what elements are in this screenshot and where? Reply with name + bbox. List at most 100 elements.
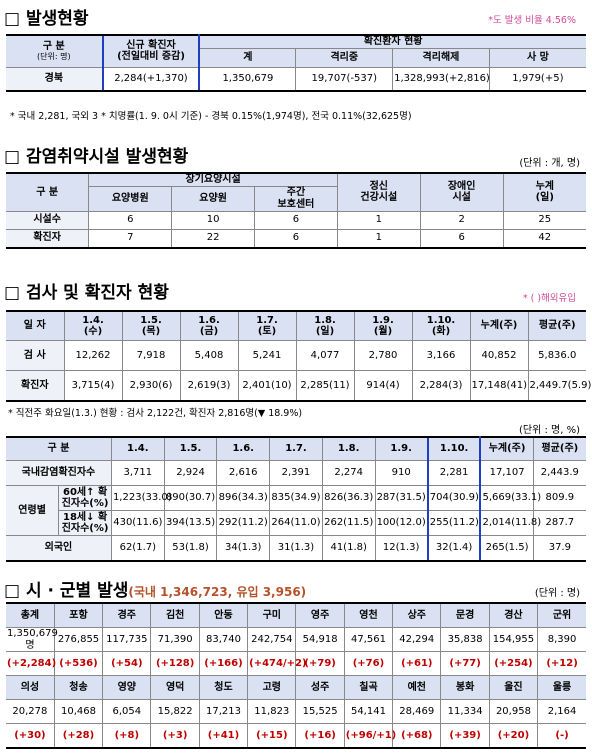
table-cell: (+61)	[392, 651, 442, 676]
cell-text: 18세↓ 확진자수(%)	[61, 511, 109, 535]
table-row: (+30) (+28) (+8) (+3) (+41) (+15) (+16) (+96/+1…	[6, 723, 586, 749]
table-cell: 확진자	[6, 370, 65, 402]
cell-text: 2,443.9	[540, 467, 579, 479]
table-cell: 896(34.3)	[216, 485, 271, 511]
table-cell: (+68)	[392, 723, 442, 749]
section-title: □ 발생현황	[4, 9, 89, 29]
table-cell: 6	[254, 210, 338, 230]
cell-text: 22	[206, 232, 220, 244]
cell-text: 2,401(10)	[242, 379, 292, 391]
table-cell: (+474/+2)	[247, 651, 307, 676]
cell-text: 265(1.5)	[485, 542, 529, 554]
table-cell: 3,715(4)	[63, 370, 123, 402]
table-row: 일 자 1.4. (수) 1.5. (목) 1.6. (금) 1.7. (토) 1.8. …	[6, 310, 586, 341]
cell-text: (+166)	[204, 657, 243, 669]
table: 구 분 1.4. 1.5. 1.6. 1.7. 1.8. 1.9. 1.10. 누계(주) 평균(…	[6, 436, 586, 562]
cell-text: 영주	[310, 609, 330, 621]
cell-text: (+96/+1)	[345, 729, 397, 741]
table-cell: (+20)	[488, 723, 539, 749]
table-cell: 262(11.5)	[321, 510, 376, 536]
cell-text: 사 망	[526, 51, 549, 63]
cell-text: 연령별	[18, 504, 46, 516]
cell-text: 1.10.	[439, 443, 469, 455]
table-cell: 3,166	[411, 340, 471, 371]
cell-text: 봉화	[455, 681, 475, 693]
cell-text: 영덕	[165, 681, 185, 693]
unit: (단위 : 명)	[534, 588, 580, 599]
table-cell: 2,924	[163, 460, 218, 486]
table-cell: (+536)	[53, 651, 104, 676]
cell-text: 청도	[214, 681, 233, 693]
table-cell: 264(11.0)	[269, 510, 323, 536]
table-cell: 경산	[488, 602, 539, 628]
table-cell: 15,525	[295, 699, 345, 724]
cell-text: 1.6.	[232, 443, 254, 455]
table-cell: (+76)	[343, 651, 394, 676]
table-cell: 경주	[102, 602, 152, 628]
table-cell: 2,391	[269, 460, 323, 486]
table-cell: 1,979(+5)	[488, 66, 586, 92]
table-cell: 37.9	[532, 535, 586, 562]
table-cell: (+8)	[102, 723, 152, 749]
cell-text: 809.9	[545, 492, 575, 504]
cell-text: 정신 건강시설	[360, 180, 398, 204]
table-cell: 영천	[343, 602, 394, 628]
cell-text: 41(1.8)	[330, 542, 367, 554]
cell-text: 의성	[20, 681, 40, 693]
cell-text: 35,838	[447, 633, 483, 645]
table-cell: 287(31.5)	[374, 485, 429, 511]
table-cell: 청송	[53, 675, 104, 700]
table-cell: 안동	[198, 602, 249, 628]
cell-text: 장기요양시설	[185, 174, 241, 185]
table-cell: 31(1.3)	[269, 535, 323, 562]
table-cell: (+41)	[198, 723, 249, 749]
cell-text: 117,735	[106, 633, 148, 645]
table-cell: 청도	[198, 675, 249, 700]
cell-text: 2,014(11.8)	[482, 517, 542, 529]
table-cell: 10	[171, 210, 256, 230]
cell-text: 3,711	[123, 467, 153, 479]
table-row: 구 분 1.4. 1.5. 1.6. 1.7. 1.8. 1.9. 1.10. 누계(주) 평균(…	[6, 436, 586, 461]
cell-text: 안동	[214, 609, 233, 621]
cell-text: 칠곡	[359, 681, 378, 693]
cell-text: 2,780	[368, 349, 398, 361]
table-cell: 누계(주)	[469, 310, 529, 341]
cell-text: 255(11.2)	[429, 517, 479, 529]
cell-text: 외국인	[44, 542, 73, 554]
table-cell: 구 분 (단위: 명)	[6, 34, 104, 68]
table-cell: 1,223(33.0)	[110, 485, 172, 511]
cell-text: 1	[375, 232, 382, 244]
cell-text: 6	[292, 232, 300, 244]
table-cell: 군위	[537, 602, 586, 628]
cell-text: 826(36.3)	[324, 492, 374, 504]
table-cell: 요양병원	[88, 185, 173, 212]
cell-text: 구 분	[36, 186, 59, 198]
footnote: * 직전주 화요일(1.3.) 현황 : 검사 2,122건, 확진자 2,81…	[8, 408, 303, 419]
cell-text: (단위: 명)	[37, 52, 71, 62]
table-cell: 47,561	[343, 627, 394, 652]
cell-text: 요양원	[199, 192, 227, 204]
cell-text: 구 분	[47, 443, 70, 455]
table-row: 검 사 12,262 7,918 5,408 5,241 4,077 2,780 3,166 4…	[6, 340, 586, 371]
cell-text: 영양	[117, 681, 137, 693]
table-row: 20,278 10,468 6,054 15,822 17,213 11,823 15,52…	[6, 699, 586, 724]
cell-text: 704(30.9)	[429, 492, 479, 504]
cell-text: 울릉	[552, 681, 572, 693]
cell-text: 47,561	[350, 633, 386, 645]
table-cell: 평균(주)	[532, 436, 586, 461]
subtitle: (국내 1,346,723, 유입 3,956)	[128, 585, 307, 599]
table-cell: 격리중	[295, 47, 394, 68]
cell-text: 264(11.0)	[271, 517, 321, 529]
table-cell: 평균(주)	[527, 310, 586, 341]
cell-text: 1,979(+5)	[512, 72, 564, 84]
table-cell: 35,838	[440, 627, 490, 652]
table-cell: 265(1.5)	[479, 535, 534, 562]
table-cell: (+28)	[53, 723, 104, 749]
table: 일 자 1.4. (수) 1.5. (목) 1.6. (금) 1.7. (토) 1.8. …	[6, 310, 591, 402]
table-cell: 42	[502, 228, 586, 249]
cell-text: 292(11.2)	[218, 517, 268, 529]
table-cell: 1.6.	[216, 436, 271, 461]
table-cell: 62(1.7)	[110, 535, 165, 562]
cell-text: 성주	[310, 681, 330, 693]
